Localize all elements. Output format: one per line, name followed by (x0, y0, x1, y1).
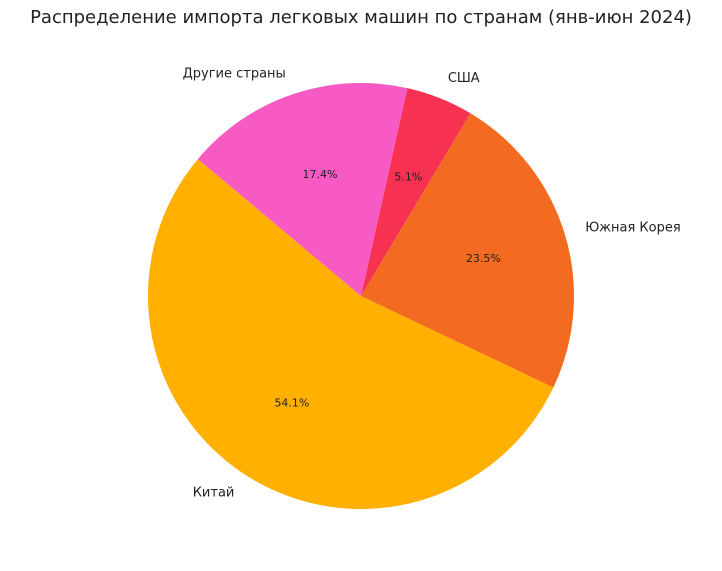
pie-slice (197, 82, 408, 296)
slice-label: Южная Корея (585, 221, 680, 236)
slice-label: США (448, 71, 480, 86)
value-label: 5.1% (394, 170, 422, 183)
value-label: 17.4% (303, 168, 338, 181)
pie-slice (148, 159, 554, 510)
value-label: 54.1% (274, 397, 309, 410)
pie-slice (361, 88, 471, 296)
slice-label: Другие страны (183, 67, 286, 82)
chart-title: Распределение импорта легковых машин по … (30, 7, 692, 28)
value-label: 23.5% (466, 252, 501, 265)
slice-label: Китай (193, 486, 235, 501)
pie-slice (361, 113, 574, 388)
